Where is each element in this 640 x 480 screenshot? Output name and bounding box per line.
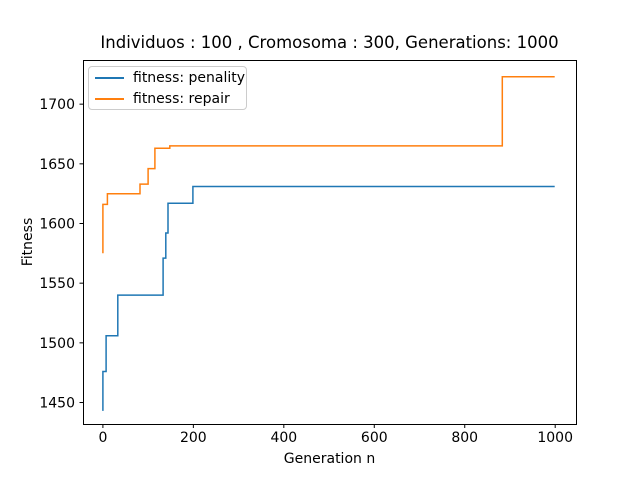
x-tick-label: 200: [180, 430, 207, 446]
legend-label-repair: fitness: repair: [133, 90, 230, 107]
y-tick-label: 1600: [39, 217, 75, 233]
chart-title: Individuos : 100 , Cromosoma : 300, Gene…: [100, 33, 559, 52]
x-tick-label: 600: [361, 430, 388, 446]
legend-item-repair: fitness: repair: [95, 90, 246, 108]
y-tick-label: 1650: [39, 157, 75, 173]
legend: fitness: penality fitness: repair: [88, 66, 247, 110]
penality-line-swatch: [95, 76, 124, 79]
y-tick-label: 1550: [39, 276, 75, 292]
x-tick-label: 0: [98, 430, 107, 446]
y-tick-label: 1500: [39, 336, 75, 352]
legend-label-penality: fitness: penality: [133, 69, 246, 86]
series-line-repair: [102, 75, 555, 254]
x-axis-label: Generation n: [283, 451, 376, 467]
repair-line-swatch: [95, 97, 124, 100]
x-tick-label: 400: [270, 430, 297, 446]
legend-item-penality: fitness: penality: [95, 69, 246, 87]
x-tick-label: 800: [451, 430, 478, 446]
x-tick-label: 1000: [537, 430, 573, 446]
series-line-penality: [102, 185, 555, 411]
y-tick-label: 1450: [39, 396, 75, 412]
plot-border: [83, 60, 577, 425]
y-tick-label: 1700: [39, 97, 75, 113]
